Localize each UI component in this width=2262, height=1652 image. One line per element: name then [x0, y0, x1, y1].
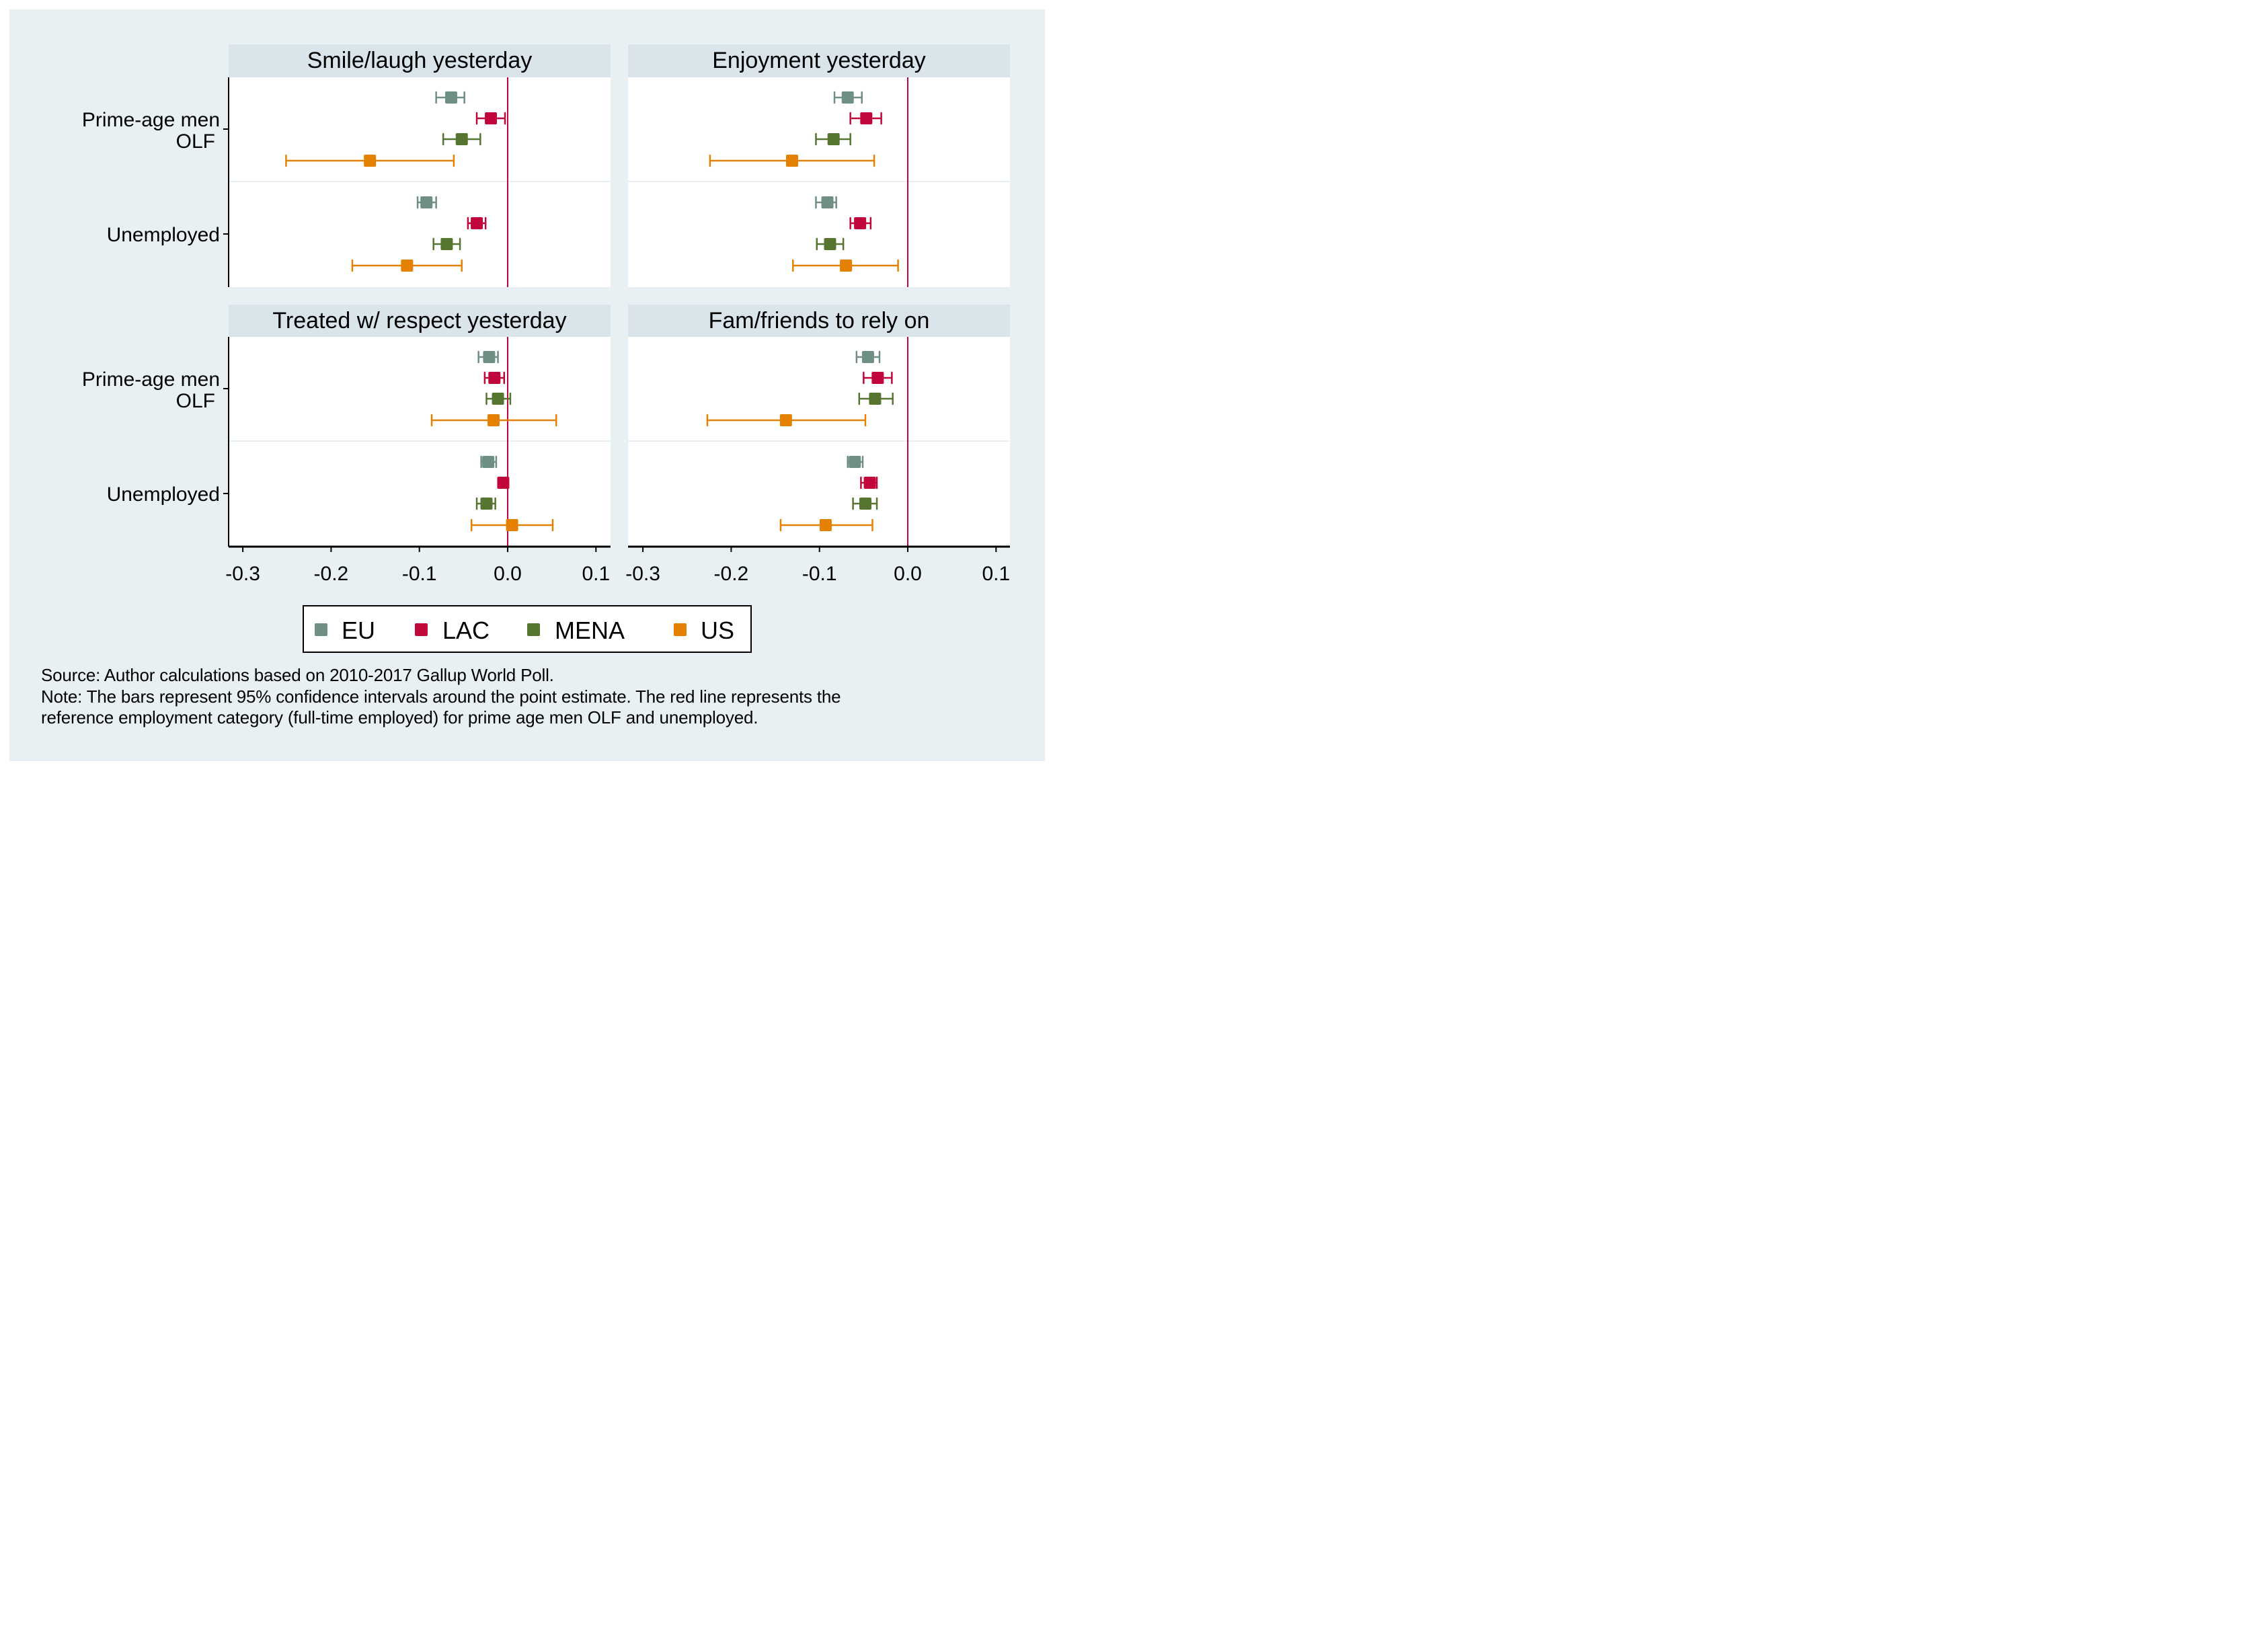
point-estimate-us — [785, 155, 798, 167]
note-line-1: Note: The bars represent 95% confidence … — [41, 686, 841, 707]
x-tick-label: -0.1 — [802, 563, 837, 585]
legend-label-eu: EU — [342, 617, 375, 644]
x-tick-label: -0.3 — [625, 563, 660, 585]
x-tick-label: 0.1 — [982, 563, 1010, 585]
point-estimate-mena — [480, 498, 493, 510]
source-note: Source: Author calculations based on 201… — [41, 665, 554, 685]
panel-header — [229, 305, 611, 337]
point-estimate-lac — [871, 372, 884, 384]
point-estimate-mena — [440, 238, 453, 250]
note-line-2: reference employment category (full-time… — [41, 707, 758, 727]
panel-title: Fam/friends to rely on — [709, 308, 930, 333]
y-tick-label: OLF — [176, 130, 215, 153]
point-estimate-us — [364, 155, 377, 167]
point-estimate-lac — [860, 112, 873, 124]
point-estimate-eu — [444, 91, 457, 104]
x-tick-label: -0.2 — [714, 563, 749, 585]
point-estimate-mena — [455, 133, 468, 145]
point-estimate-eu — [849, 456, 861, 468]
point-estimate-lac — [485, 112, 498, 124]
point-estimate-lac — [863, 477, 876, 489]
legend-label-mena: MENA — [555, 617, 625, 644]
point-estimate-mena — [859, 498, 871, 510]
y-tick-label: OLF — [176, 390, 215, 412]
point-estimate-eu — [420, 196, 433, 208]
panel-header — [229, 44, 611, 77]
point-estimate-mena — [827, 133, 840, 145]
point-estimate-eu — [841, 91, 854, 104]
legend-swatch-us — [674, 623, 687, 636]
point-estimate-lac — [488, 372, 501, 384]
point-estimate-mena — [869, 393, 882, 405]
point-estimate-us — [840, 260, 853, 272]
legend-swatch-lac — [415, 623, 428, 636]
panel-title: Smile/laugh yesterday — [307, 48, 533, 73]
point-estimate-lac — [497, 477, 510, 489]
point-estimate-us — [779, 414, 792, 426]
point-estimate-eu — [861, 351, 874, 363]
legend-label-lac: LAC — [442, 617, 490, 644]
panel-title: Treated w/ respect yesterday — [272, 308, 566, 333]
y-tick-label: Unemployed — [107, 483, 220, 506]
point-estimate-us — [819, 519, 832, 531]
point-estimate-lac — [471, 217, 483, 229]
point-estimate-us — [487, 414, 500, 426]
x-tick-label: -0.3 — [225, 563, 260, 585]
y-tick-label: Unemployed — [107, 224, 220, 246]
point-estimate-lac — [854, 217, 867, 229]
point-estimate-eu — [482, 456, 495, 468]
y-tick-label: Prime-age men — [82, 109, 220, 131]
x-tick-label: -0.1 — [402, 563, 437, 585]
point-estimate-mena — [492, 393, 504, 405]
legend-swatch-mena — [527, 623, 540, 636]
point-estimate-us — [506, 519, 518, 531]
point-estimate-eu — [483, 351, 496, 363]
legend-label-us: US — [701, 617, 734, 644]
panel-title: Enjoyment yesterday — [712, 48, 926, 73]
point-estimate-mena — [824, 238, 836, 250]
panel-header — [628, 305, 1010, 337]
panel-header — [628, 44, 1010, 77]
legend-swatch-eu — [315, 623, 327, 636]
y-tick-label: Prime-age men — [82, 368, 220, 391]
x-tick-label: 0.0 — [894, 563, 922, 585]
point-estimate-us — [401, 260, 414, 272]
x-tick-label: 0.1 — [582, 563, 610, 585]
x-tick-label: 0.0 — [494, 563, 522, 585]
point-estimate-eu — [821, 196, 834, 208]
x-tick-label: -0.2 — [314, 563, 349, 585]
